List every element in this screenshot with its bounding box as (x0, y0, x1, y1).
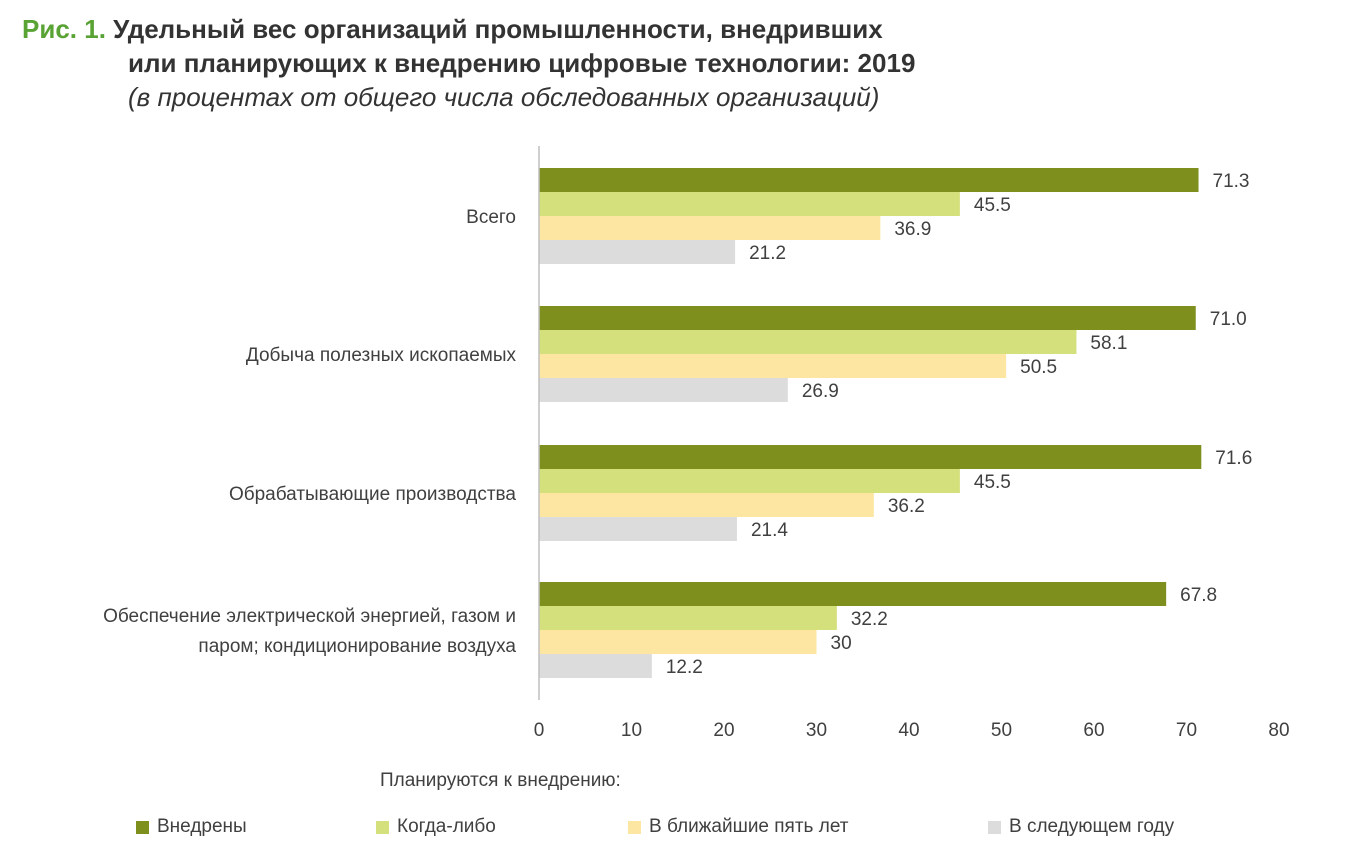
data-label: 21.4 (751, 520, 788, 541)
legend-label: Когда-либо (397, 816, 496, 837)
category-label: Добыча полезных ископаемых (246, 345, 517, 366)
category-label: паром; кондиционирование воздуха (198, 636, 516, 657)
bar (539, 469, 960, 493)
legend-title: Планируются к внедрению: (380, 770, 621, 791)
data-label: 71.6 (1215, 448, 1252, 469)
bar (539, 306, 1196, 330)
legend-label: Внедрены (157, 816, 247, 837)
x-tick-label: 0 (534, 720, 545, 741)
data-label: 50.5 (1020, 357, 1057, 378)
legend-swatch (988, 820, 1001, 834)
category-label: Обеспечение электрической энергией, газо… (103, 606, 516, 627)
x-tick-label: 40 (898, 720, 919, 741)
legend-item: В ближайшие пять лет (628, 816, 848, 838)
bar (539, 330, 1077, 354)
data-label: 12.2 (666, 657, 703, 678)
legend-swatch (376, 820, 389, 834)
chart-subtitle: (в процентах от общего числа обследованн… (128, 82, 880, 112)
chart-title-block: Рис. 1. Удельный вес организаций промышл… (22, 12, 915, 114)
legend-swatch (628, 820, 641, 834)
category-label: Всего (466, 207, 516, 228)
data-label: 32.2 (851, 609, 888, 630)
x-tick-label: 50 (991, 720, 1012, 741)
data-label: 45.5 (974, 195, 1011, 216)
x-tick-label: 70 (1176, 720, 1197, 741)
data-label: 36.2 (888, 496, 925, 517)
figure-number: Рис. 1. (22, 14, 106, 44)
bar (539, 654, 652, 678)
category-label: Обрабатывающие производства (229, 484, 516, 505)
chart-title-line2: или планирующих к внедрению цифровые тех… (128, 48, 916, 78)
data-label: 30 (831, 633, 852, 654)
data-label: 58.1 (1090, 333, 1127, 354)
bar (539, 517, 737, 541)
data-label: 71.0 (1210, 309, 1247, 330)
chart-legend: Внедрены Когда-либо В ближайшие пять лет В … (0, 816, 1348, 842)
x-tick-label: 30 (806, 720, 827, 741)
bar (539, 354, 1007, 378)
bar (539, 378, 788, 402)
data-label: 36.9 (894, 219, 931, 240)
bar (539, 630, 817, 654)
bar (539, 606, 837, 630)
legend-item: В следующем году (988, 816, 1174, 838)
x-tick-label: 80 (1268, 720, 1289, 741)
data-label: 71.3 (1213, 171, 1250, 192)
data-label: 67.8 (1180, 585, 1217, 606)
legend-label: В следующем году (1009, 816, 1175, 837)
bar (539, 493, 874, 517)
chart-title-line1: Рис. 1. Удельный вес организаций промышл… (22, 12, 915, 46)
bar-chart: Всего 71.3 45.5 36.9 21.2 Добыча полезных иск… (103, 146, 1290, 741)
x-tick-label: 60 (1083, 720, 1104, 741)
bar (539, 192, 960, 216)
bar (539, 240, 736, 264)
x-tick-label: 20 (713, 720, 734, 741)
x-tick-label: 10 (621, 720, 642, 741)
bar (539, 445, 1202, 469)
legend-swatch (136, 820, 149, 834)
data-label: 45.5 (974, 472, 1011, 493)
legend-label: В ближайшие пять лет (649, 816, 849, 837)
bar (539, 582, 1167, 606)
data-label: 26.9 (802, 381, 839, 402)
chart-title: Удельный вес организаций промышленности,… (113, 14, 883, 44)
legend-item: Внедрены (136, 816, 247, 838)
data-label: 21.2 (749, 243, 786, 264)
bar (539, 216, 881, 240)
bar (539, 168, 1199, 192)
legend-item: Когда-либо (376, 816, 496, 838)
